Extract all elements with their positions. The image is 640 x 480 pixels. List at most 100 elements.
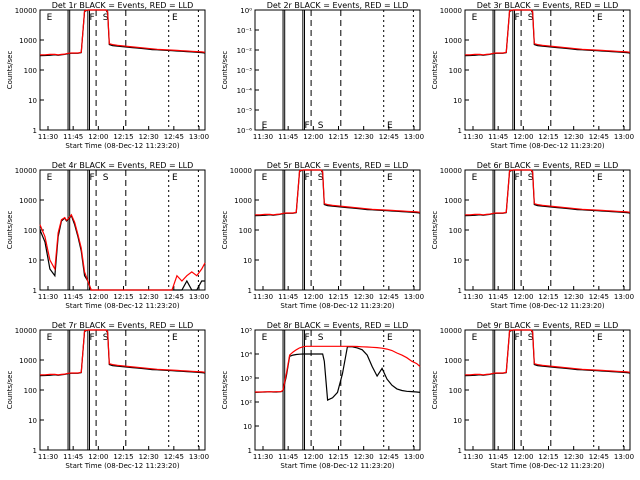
x-axis-label: Start Time (08-Dec-12 11:23:20)	[65, 142, 179, 150]
y-tick-label: 10⁴	[240, 351, 252, 359]
x-tick-label: 13:00	[404, 133, 424, 141]
x-tick-label: 12:30	[139, 453, 159, 461]
x-tick-label: 12:15	[538, 453, 558, 461]
plot-frame	[254, 9, 421, 131]
event-marker-label: E	[47, 13, 53, 23]
y-tick-label: 10000	[440, 167, 462, 175]
y-axis-label: Counts/sec	[431, 51, 439, 90]
y-tick-label: 1	[248, 447, 252, 455]
event-marker-label: F	[515, 173, 520, 183]
panel-title: Det 4r BLACK = Events, RED = LLD	[52, 161, 194, 170]
y-tick-label: 1000	[19, 357, 37, 365]
panel-title: Det 5r BLACK = Events, RED = LLD	[267, 161, 409, 170]
x-tick-label: 11:30	[38, 293, 58, 301]
x-tick-label: 12:15	[113, 293, 133, 301]
y-tick-label: 1000	[444, 37, 462, 45]
y-tick-label: 100	[239, 227, 252, 235]
panel-det-7: Det 7r BLACK = Events, RED = LLD 1 10 100 10…	[6, 321, 209, 470]
x-axis-label: Start Time (08-Dec-12 11:23:20)	[490, 302, 604, 310]
event-marker-label: F	[305, 333, 310, 343]
event-marker-label: E	[172, 173, 178, 183]
x-tick-label: 13:00	[189, 133, 209, 141]
series-events-line	[464, 329, 631, 377]
x-tick-label: 12:15	[328, 453, 348, 461]
x-tick-label: 12:15	[538, 293, 558, 301]
y-tick-label: 10	[453, 97, 462, 105]
plot-frame	[464, 9, 631, 131]
y-tick-label: 10⁵	[240, 327, 252, 335]
plot-frame	[39, 329, 206, 451]
y-axis-label: Counts/sec	[431, 371, 439, 410]
x-tick-label: 11:45	[63, 293, 83, 301]
y-tick-label: 10000	[440, 7, 462, 15]
series-events-line	[464, 9, 631, 57]
panel-title: Det 2r BLACK = Events, RED = LLD	[267, 1, 409, 10]
panel-det-3: Det 3r BLACK = Events, RED = LLD 1 10 100 10…	[431, 1, 634, 150]
x-tick-label: 12:30	[354, 133, 374, 141]
y-tick-label: 10000	[15, 327, 37, 335]
plot-frame	[464, 329, 631, 451]
event-marker-label: S	[318, 173, 324, 183]
panel-title: Det 3r BLACK = Events, RED = LLD	[477, 1, 619, 10]
event-marker-label: E	[262, 333, 268, 343]
x-tick-label: 11:30	[463, 453, 483, 461]
event-marker-label: E	[172, 333, 178, 343]
x-tick-label: 12:30	[564, 133, 584, 141]
x-tick-label: 12:45	[164, 133, 184, 141]
event-marker-label: E	[597, 333, 603, 343]
event-marker-label: F	[90, 333, 95, 343]
x-tick-label: 11:30	[253, 133, 273, 141]
series-events-line	[39, 9, 206, 57]
event-marker-label: E	[47, 333, 53, 343]
series-events-line	[464, 169, 631, 217]
x-tick-label: 12:00	[513, 133, 533, 141]
plot-frame	[464, 169, 631, 291]
x-tick-label: 12:30	[139, 133, 159, 141]
x-tick-label: 12:45	[589, 133, 609, 141]
x-tick-label: 13:00	[189, 453, 209, 461]
event-marker-label: E	[387, 121, 393, 131]
x-tick-label: 11:30	[38, 133, 58, 141]
x-tick-label: 12:45	[589, 293, 609, 301]
event-marker-label: E	[472, 173, 478, 183]
x-axis-label: Start Time (08-Dec-12 11:23:20)	[280, 302, 394, 310]
x-tick-label: 12:15	[328, 293, 348, 301]
y-tick-label: 100	[449, 227, 462, 235]
event-marker-label: F	[90, 173, 95, 183]
x-tick-label: 11:45	[278, 453, 298, 461]
y-tick-label: 1000	[19, 197, 37, 205]
y-tick-label: 10⁰	[240, 7, 252, 15]
series-events-line	[39, 329, 206, 377]
y-tick-label: 10²	[240, 399, 252, 407]
event-marker-label: S	[528, 173, 534, 183]
x-tick-label: 12:45	[589, 453, 609, 461]
series-lld-line	[39, 213, 206, 291]
x-tick-label: 12:15	[328, 133, 348, 141]
y-tick-label: 10	[243, 423, 252, 431]
x-tick-label: 11:30	[463, 133, 483, 141]
y-tick-label: 1	[458, 127, 462, 135]
y-axis-label: Counts/sec	[6, 51, 14, 90]
event-marker-label: E	[472, 13, 478, 23]
series-lld-line	[255, 169, 421, 216]
panel-det-9: Det 9r BLACK = Events, RED = LLD 1 10 100 10…	[431, 321, 634, 470]
event-marker-label: F	[305, 121, 310, 131]
x-tick-label: 12:00	[513, 453, 533, 461]
y-tick-label: 1000	[444, 197, 462, 205]
x-tick-label: 13:00	[614, 133, 634, 141]
x-tick-label: 12:45	[164, 293, 184, 301]
y-axis-label: Counts/sec	[431, 211, 439, 250]
y-tick-label: 10000	[230, 167, 252, 175]
x-axis-label: Start Time (08-Dec-12 11:23:20)	[490, 142, 604, 150]
event-marker-label: E	[387, 173, 393, 183]
series-lld-line	[255, 345, 421, 393]
y-tick-label: 10	[28, 97, 37, 105]
y-tick-label: 10⁻³	[237, 67, 253, 75]
x-tick-label: 12:00	[303, 293, 323, 301]
x-tick-label: 11:30	[253, 453, 273, 461]
y-tick-label: 100	[24, 227, 37, 235]
x-tick-label: 12:15	[538, 133, 558, 141]
x-tick-label: 12:45	[164, 453, 184, 461]
y-axis-label: Counts/sec	[221, 211, 229, 250]
